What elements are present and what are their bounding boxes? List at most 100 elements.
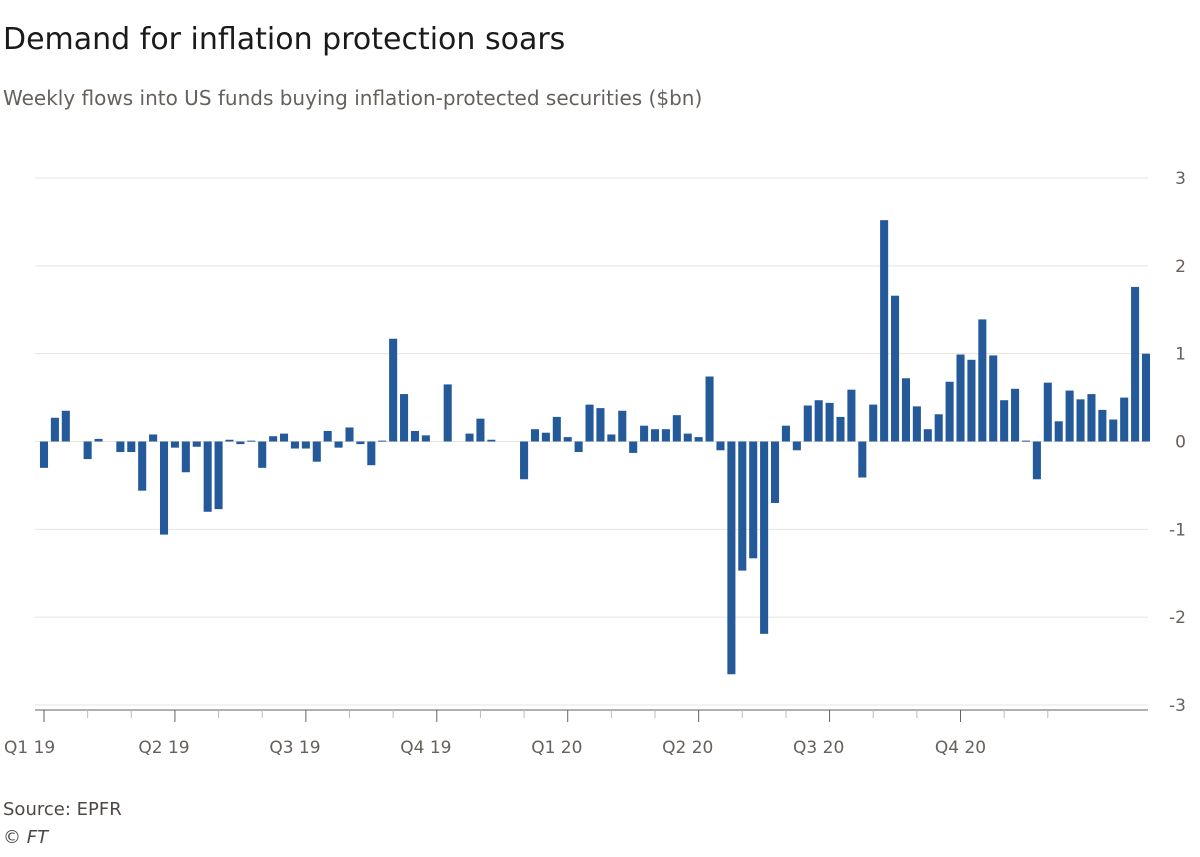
bar xyxy=(290,441,299,449)
bar xyxy=(945,381,954,442)
bar xyxy=(400,394,409,442)
bar xyxy=(1065,390,1074,442)
bar xyxy=(989,355,998,442)
bar xyxy=(170,441,179,448)
bar xyxy=(912,406,921,442)
bar xyxy=(530,429,540,442)
bar xyxy=(247,440,256,442)
bar xyxy=(258,441,267,468)
bar xyxy=(214,441,223,510)
bar xyxy=(923,429,932,442)
bar xyxy=(1098,409,1107,442)
bar xyxy=(181,441,190,473)
bar xyxy=(814,400,823,442)
bar xyxy=(836,416,845,442)
bar xyxy=(280,433,289,442)
bar xyxy=(825,402,834,442)
bar xyxy=(378,440,387,442)
bar xyxy=(1141,353,1151,442)
bar xyxy=(61,410,70,442)
chart-subtitle: Weekly flows into US funds buying inflat… xyxy=(3,86,703,110)
bar xyxy=(901,378,910,442)
bar xyxy=(334,441,343,448)
bar xyxy=(847,389,856,442)
x-tick-label: Q4 19 xyxy=(400,738,451,758)
bar xyxy=(192,441,201,447)
bar xyxy=(301,441,310,449)
bar xyxy=(891,295,900,442)
bar xyxy=(858,441,867,478)
bar xyxy=(705,376,714,442)
chart-title: Demand for inflation protection soars xyxy=(3,22,566,57)
bar xyxy=(760,441,769,634)
bar xyxy=(563,437,572,442)
bar xyxy=(1021,440,1031,442)
bar xyxy=(650,429,660,442)
bar xyxy=(1054,421,1063,442)
bar xyxy=(138,441,147,491)
bar xyxy=(585,404,594,442)
bar xyxy=(443,384,452,442)
bar xyxy=(727,441,736,675)
bar xyxy=(1109,419,1118,442)
x-tick-label: Q3 20 xyxy=(793,738,844,758)
bar xyxy=(618,410,627,442)
bar xyxy=(1011,388,1020,442)
bar xyxy=(1076,399,1085,442)
bar xyxy=(312,441,321,462)
bar xyxy=(39,441,49,468)
source-note: Source: EPFR xyxy=(3,799,122,820)
bar xyxy=(803,405,812,442)
bar xyxy=(410,430,419,442)
y-tick-label: 0 xyxy=(1175,433,1186,453)
x-axis: Q1 19 Q2 19 Q3 19 Q4 19 Q1 20 Q2 20 Q3 20 Q4 20 xyxy=(4,709,1148,758)
bar xyxy=(389,338,398,442)
bar xyxy=(694,437,703,442)
bar xyxy=(520,441,529,480)
bar xyxy=(552,416,561,442)
bar xyxy=(607,434,616,442)
bar xyxy=(956,354,965,442)
x-tick-label: Q2 19 xyxy=(138,738,189,758)
bar xyxy=(574,441,583,453)
bar xyxy=(770,441,780,503)
x-tick-label: Q2 20 xyxy=(662,738,713,758)
bars xyxy=(39,220,1151,675)
bar xyxy=(1032,441,1041,480)
bar xyxy=(1131,286,1140,442)
bar xyxy=(661,429,670,442)
x-tick-label: Q3 19 xyxy=(269,738,320,758)
bar xyxy=(978,319,987,442)
y-tick-label: 2 xyxy=(1175,257,1186,277)
bar xyxy=(1043,382,1052,442)
bar-chart: Q1 19 Q2 19 Q3 19 Q4 19 Q1 20 Q2 20 Q3 20 Q4 20… xyxy=(4,169,1186,758)
y-tick-label: -2 xyxy=(1169,608,1186,628)
bar xyxy=(967,359,976,442)
y-tick-label: 3 xyxy=(1175,169,1186,189)
bar xyxy=(116,441,125,453)
bar xyxy=(487,439,496,442)
bar xyxy=(421,435,430,442)
bar xyxy=(149,434,158,442)
bar xyxy=(629,441,638,453)
bar xyxy=(683,433,692,442)
bar xyxy=(596,408,605,442)
bar xyxy=(323,430,332,442)
bar xyxy=(236,441,245,445)
y-tick-label: -3 xyxy=(1169,696,1186,716)
y-tick-label: 1 xyxy=(1175,345,1186,365)
y-axis: 3 2 1 0 -1 -2 -3 xyxy=(1169,169,1186,716)
bar xyxy=(640,425,649,442)
y-tick-label: -1 xyxy=(1169,520,1186,540)
bar xyxy=(934,414,943,442)
bar xyxy=(716,441,725,451)
bar xyxy=(738,441,747,571)
copyright-credit: © FT xyxy=(3,827,49,848)
bar xyxy=(50,417,59,442)
bar xyxy=(476,418,485,442)
x-tick-label: Q1 20 xyxy=(531,738,582,758)
bar xyxy=(749,441,758,559)
x-tick-label: Q1 19 xyxy=(4,738,55,758)
bar xyxy=(356,441,365,445)
bar xyxy=(94,438,103,442)
